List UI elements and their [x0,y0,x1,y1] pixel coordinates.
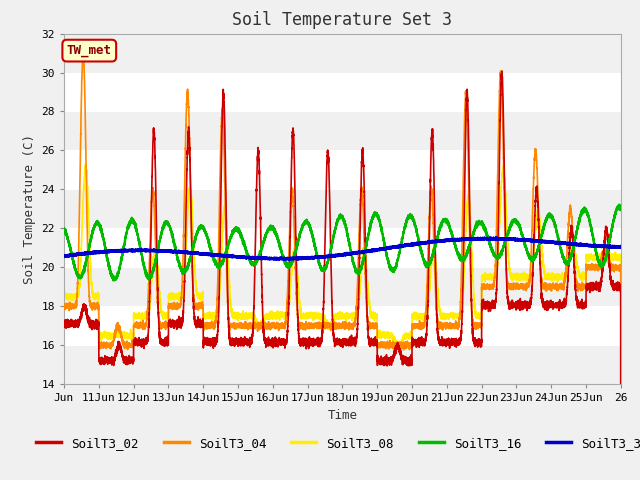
SoilT3_32 [617,244,625,250]
Bar [64,189,621,228]
SoilT3_08 [231,315,239,321]
SoilT3_02 [310,336,317,342]
Title: Soil Temperature Set 3: Soil Temperature Set 3 [232,11,452,29]
Text: TW_met: TW_met [67,44,112,57]
Line: SoilT3_08: SoilT3_08 [64,165,621,480]
Bar [64,34,621,72]
SoilT3_32 [546,239,554,245]
SoilT3_04 [205,321,212,326]
SoilT3_32 [290,257,298,263]
Bar [64,228,621,267]
Bar [64,72,621,111]
SoilT3_08 [478,276,486,281]
SoilT3_08 [546,275,554,280]
SoilT3_04 [60,303,68,309]
SoilT3_16 [60,226,68,232]
SoilT3_04 [231,323,239,328]
Bar [64,111,621,150]
Bar [64,150,621,189]
SoilT3_08 [60,294,68,300]
SoilT3_08 [310,313,317,319]
Line: SoilT3_32: SoilT3_32 [64,238,621,260]
SoilT3_04 [310,324,317,329]
X-axis label: Time: Time [328,408,357,421]
SoilT3_08 [79,187,87,192]
SoilT3_04 [79,48,87,53]
SoilT3_02 [478,297,486,303]
SoilT3_16 [205,236,212,242]
SoilT3_16 [231,226,239,232]
Bar [64,267,621,306]
SoilT3_32 [204,252,212,257]
SoilT3_02 [204,340,212,346]
Bar [64,306,621,345]
SoilT3_32 [478,236,486,242]
SoilT3_32 [60,253,68,259]
Bar [64,345,621,384]
SoilT3_16 [110,277,118,283]
SoilT3_16 [79,270,87,276]
Legend: SoilT3_02, SoilT3_04, SoilT3_08, SoilT3_16, SoilT3_32: SoilT3_02, SoilT3_04, SoilT3_08, SoilT3_… [31,432,640,455]
SoilT3_16 [615,202,623,207]
SoilT3_08 [205,314,212,320]
SoilT3_02 [231,342,239,348]
SoilT3_02 [60,317,68,323]
SoilT3_16 [310,238,317,244]
SoilT3_16 [617,206,625,212]
SoilT3_04 [478,284,486,289]
SoilT3_04 [546,281,554,287]
SoilT3_16 [478,221,486,227]
Line: SoilT3_04: SoilT3_04 [64,50,621,480]
SoilT3_16 [546,213,554,219]
SoilT3_32 [310,255,317,261]
SoilT3_32 [231,253,239,259]
SoilT3_02 [79,303,87,309]
SoilT3_32 [79,251,87,256]
Line: SoilT3_16: SoilT3_16 [64,204,621,280]
SoilT3_02 [498,68,506,74]
Line: SoilT3_02: SoilT3_02 [64,71,621,480]
Y-axis label: Soil Temperature (C): Soil Temperature (C) [23,134,36,284]
SoilT3_04 [80,51,88,57]
SoilT3_08 [82,162,90,168]
SoilT3_02 [546,302,554,308]
SoilT3_32 [493,235,500,240]
